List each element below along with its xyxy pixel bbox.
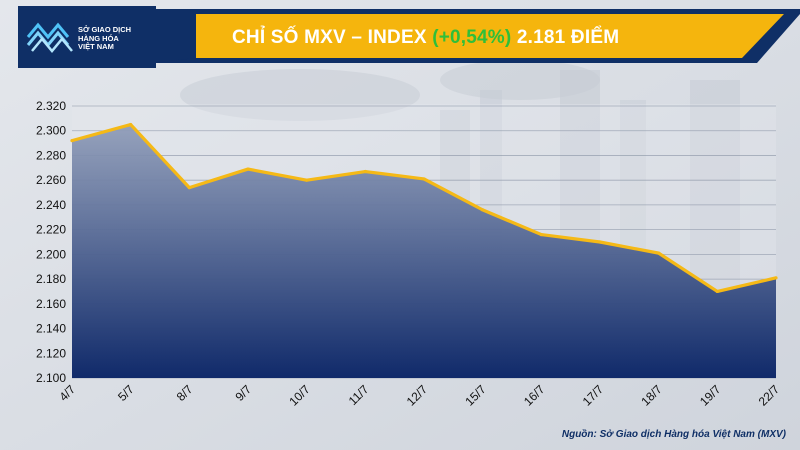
y-tick-label: 2.280 xyxy=(36,148,66,162)
y-tick-label: 2.120 xyxy=(36,346,66,360)
x-tick-label: 17/7 xyxy=(580,382,607,409)
x-tick-label: 15/7 xyxy=(462,382,489,409)
x-tick-label: 19/7 xyxy=(697,382,724,409)
data-point xyxy=(305,178,309,182)
y-tick-label: 2.320 xyxy=(36,99,66,113)
y-tick-label: 2.200 xyxy=(36,247,66,261)
x-tick-label: 18/7 xyxy=(638,382,665,409)
x-tick-label: 16/7 xyxy=(521,382,548,409)
logo-text: SỞ GIAO DỊCH HÀNG HÓA VIỆT NAM xyxy=(78,25,154,52)
data-point xyxy=(715,289,719,294)
x-tick-label: 12/7 xyxy=(404,382,431,409)
logo-line-1: SỞ GIAO DỊCH xyxy=(78,25,132,34)
data-point xyxy=(246,167,250,171)
x-tick-label: 22/7 xyxy=(756,382,783,409)
logo-line-3: VIỆT NAM xyxy=(78,42,114,52)
y-tick-label: 2.260 xyxy=(36,173,66,187)
x-tick-label: 11/7 xyxy=(346,382,372,408)
data-point xyxy=(481,208,485,212)
y-tick-label: 2.100 xyxy=(36,371,66,385)
data-point xyxy=(774,276,778,280)
area-fill xyxy=(72,124,776,378)
title-suffix: 2.181 ĐIỂM xyxy=(511,27,620,48)
y-tick-label: 2.180 xyxy=(36,272,66,286)
data-point xyxy=(70,139,74,143)
data-point xyxy=(657,251,661,255)
data-point xyxy=(363,169,367,174)
logo: SỞ GIAO DỊCH HÀNG HÓA VIỆT NAM xyxy=(18,6,156,68)
x-tick-label: 8/7 xyxy=(174,382,196,404)
logo-mark-icon xyxy=(26,22,73,53)
x-tick-label: 9/7 xyxy=(232,382,254,404)
x-tick-label: 10/7 xyxy=(286,382,313,409)
title-prefix: CHỈ SỐ MXV – INDEX xyxy=(232,27,433,48)
y-tick-label: 2.240 xyxy=(36,198,66,212)
y-tick-label: 2.300 xyxy=(36,124,66,138)
y-tick-label: 2.160 xyxy=(36,297,66,311)
x-tick-label: 4/7 xyxy=(56,382,78,404)
logo-line-2: HÀNG HÓA xyxy=(78,33,119,43)
chart-title: CHỈ SỐ MXV – INDEX (+0,54%) 2.181 ĐIỂM xyxy=(232,27,619,49)
y-tick-label: 2.220 xyxy=(36,223,66,237)
data-point xyxy=(598,240,602,244)
data-point xyxy=(422,177,426,181)
data-point xyxy=(187,186,191,190)
data-point xyxy=(539,232,543,237)
x-tick-label: 5/7 xyxy=(115,382,137,404)
data-point xyxy=(129,122,133,127)
title-change: (+0,54%) xyxy=(432,27,512,48)
source-note: Nguồn: Sở Giao dịch Hàng hóa Việt Nam (M… xyxy=(561,429,786,440)
y-tick-label: 2.140 xyxy=(36,322,66,336)
header-banner xyxy=(150,9,800,63)
